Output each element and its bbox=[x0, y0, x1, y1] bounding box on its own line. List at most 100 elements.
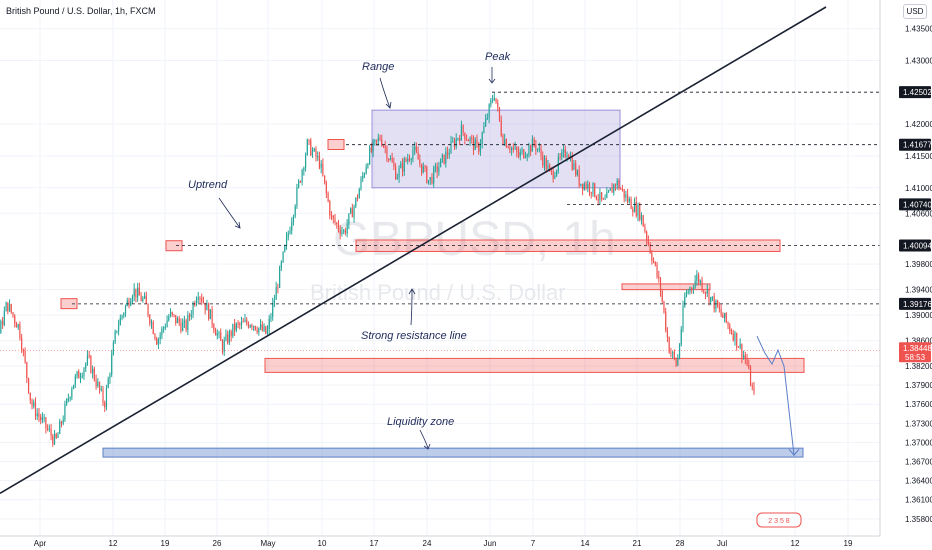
candle-body bbox=[609, 188, 611, 191]
x-tick-label: 24 bbox=[423, 539, 432, 548]
candle-body bbox=[616, 180, 618, 186]
currency-button[interactable]: USD bbox=[903, 4, 927, 19]
candle-body bbox=[445, 151, 447, 164]
candle-body bbox=[182, 322, 184, 331]
price-axis-panel[interactable] bbox=[880, 0, 932, 550]
candle-body bbox=[40, 416, 42, 421]
candle-body bbox=[10, 304, 12, 313]
candle-body bbox=[204, 302, 206, 311]
candle-body bbox=[119, 317, 121, 326]
candle-body bbox=[545, 158, 547, 170]
candle-body bbox=[734, 332, 736, 341]
candle-body bbox=[748, 365, 750, 368]
candle-body bbox=[325, 182, 327, 194]
candle-body bbox=[604, 198, 606, 200]
candle-body bbox=[509, 148, 511, 151]
candle-body bbox=[677, 357, 679, 366]
candle-body bbox=[208, 303, 210, 320]
candle-body bbox=[576, 170, 579, 175]
candle-body bbox=[188, 315, 191, 317]
candle-body bbox=[29, 392, 31, 401]
candle-body bbox=[291, 222, 293, 231]
candle-body bbox=[568, 155, 570, 159]
candle-body bbox=[349, 208, 352, 214]
candle-body bbox=[635, 202, 637, 216]
level-tag-label: 1.39176 bbox=[903, 300, 932, 309]
candle-body bbox=[455, 138, 457, 147]
candle-body bbox=[24, 351, 26, 363]
candle-body bbox=[614, 184, 617, 186]
candle-body bbox=[163, 327, 165, 329]
tradingview-badge[interactable]: 2 3 5 8 bbox=[756, 512, 802, 528]
candle-body bbox=[607, 190, 610, 193]
candle-body bbox=[36, 413, 38, 417]
candle-body bbox=[580, 183, 582, 186]
candle-body bbox=[578, 170, 580, 186]
candle-body bbox=[649, 243, 651, 253]
candle-body bbox=[459, 138, 461, 141]
candle-body bbox=[743, 355, 745, 358]
x-tick-label: May bbox=[260, 539, 275, 548]
candle-body bbox=[7, 302, 9, 312]
candle-body bbox=[680, 329, 682, 345]
candle-body bbox=[575, 163, 577, 175]
candle-body bbox=[173, 314, 175, 316]
candle-body bbox=[640, 215, 643, 220]
candle-body bbox=[306, 139, 308, 155]
candle-body bbox=[554, 175, 556, 179]
candle-body bbox=[753, 386, 755, 393]
strong-resistance-line bbox=[0, 6, 827, 495]
candle-body bbox=[652, 260, 655, 263]
candle-body bbox=[621, 188, 624, 190]
y-tick-label: 1.38200 bbox=[905, 362, 932, 371]
annotation-label: Strong resistance line bbox=[361, 330, 467, 342]
candle-body bbox=[590, 192, 592, 194]
candle-body bbox=[530, 145, 532, 152]
candle-body bbox=[632, 208, 634, 212]
candle-body bbox=[692, 288, 695, 290]
peak-marker bbox=[327, 139, 345, 151]
candle-body bbox=[415, 146, 417, 153]
y-tick-label: 1.38600 bbox=[905, 337, 932, 346]
candle-body bbox=[566, 155, 568, 158]
candle-body bbox=[233, 323, 236, 331]
candle-body bbox=[81, 375, 83, 377]
candle-body bbox=[74, 376, 76, 385]
candle-body bbox=[630, 199, 632, 209]
candle-body bbox=[152, 322, 154, 334]
candle-body bbox=[265, 326, 267, 334]
candle-body bbox=[308, 139, 310, 141]
candle-body bbox=[391, 158, 393, 163]
peak-marker bbox=[165, 240, 183, 252]
candle-body bbox=[469, 137, 471, 142]
candle-body bbox=[237, 323, 239, 325]
candle-body bbox=[557, 156, 559, 171]
candle-body bbox=[628, 199, 630, 202]
candle-body bbox=[440, 158, 442, 168]
candle-body bbox=[658, 276, 660, 278]
candle-body bbox=[275, 287, 277, 300]
candle-body bbox=[206, 303, 208, 311]
candle-body bbox=[505, 139, 508, 148]
candle-body bbox=[749, 367, 752, 386]
candle-body bbox=[408, 158, 411, 161]
candle-body bbox=[452, 141, 454, 143]
candle-body bbox=[431, 177, 433, 184]
candle-body bbox=[588, 183, 591, 193]
candle-body bbox=[90, 356, 92, 373]
candle-body bbox=[227, 334, 229, 343]
candle-body bbox=[14, 315, 16, 323]
candle-body bbox=[746, 358, 748, 366]
candle-body bbox=[592, 183, 594, 194]
candle-body bbox=[78, 371, 80, 379]
candle-body bbox=[561, 152, 563, 158]
candle-body bbox=[367, 164, 369, 168]
candle-body bbox=[618, 180, 620, 189]
candle-body bbox=[199, 297, 201, 299]
candle-body bbox=[434, 165, 437, 168]
level-tag-label: 1.40740 bbox=[903, 200, 932, 209]
candle-body bbox=[47, 427, 49, 430]
candle-body bbox=[343, 230, 345, 232]
candle-body bbox=[107, 378, 109, 388]
